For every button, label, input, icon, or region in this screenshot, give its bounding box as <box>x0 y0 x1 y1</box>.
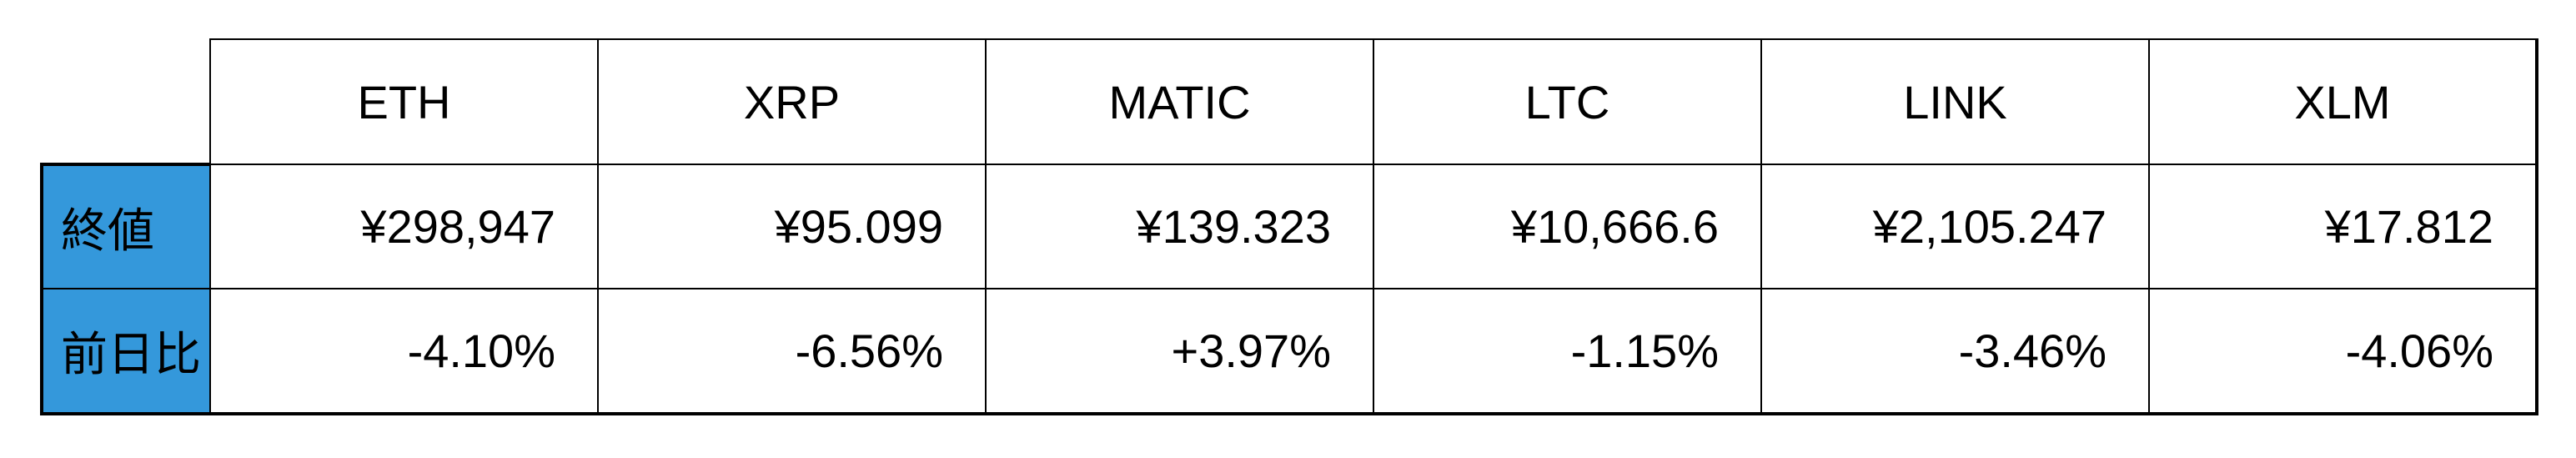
cell-close-eth: ¥298,947 <box>209 164 599 289</box>
cell-change-xlm: -4.06% <box>2148 288 2538 415</box>
cell-change-ltc: -1.15% <box>1373 288 1762 415</box>
col-header-matic: MATIC <box>985 38 1374 165</box>
col-header-xrp: XRP <box>597 38 987 165</box>
col-header-link: LINK <box>1760 38 2150 165</box>
cell-change-matic: +3.97% <box>985 288 1374 415</box>
col-header-eth: ETH <box>209 38 599 165</box>
cell-close-link: ¥2,105.247 <box>1760 164 2150 289</box>
cell-change-link: -3.46% <box>1760 288 2150 415</box>
col-header-ltc: LTC <box>1373 38 1762 165</box>
cell-close-xrp: ¥95.099 <box>597 164 987 289</box>
cell-close-xlm: ¥17.812 <box>2148 164 2538 289</box>
row-header-day-change: 前日比 <box>40 288 211 415</box>
col-header-xlm: XLM <box>2148 38 2538 165</box>
row-header-closing-price: 終値 <box>40 163 211 289</box>
cell-close-ltc: ¥10,666.6 <box>1373 164 1762 289</box>
corner-empty-cell <box>42 39 210 164</box>
cell-change-xrp: -6.56% <box>597 288 987 415</box>
cell-change-eth: -4.10% <box>209 288 599 415</box>
crypto-price-table: ETH XRP MATIC LTC LINK XLM 終値 ¥298,947 ¥… <box>40 38 2538 415</box>
table-header-row: ETH XRP MATIC LTC LINK XLM <box>42 38 2538 165</box>
cell-close-matic: ¥139.323 <box>985 164 1374 289</box>
day-change-row: 前日比 -4.10% -6.56% +3.97% -1.15% -3.46% -… <box>40 288 2538 415</box>
closing-price-row: 終値 ¥298,947 ¥95.099 ¥139.323 ¥10,666.6 ¥… <box>40 163 2538 289</box>
